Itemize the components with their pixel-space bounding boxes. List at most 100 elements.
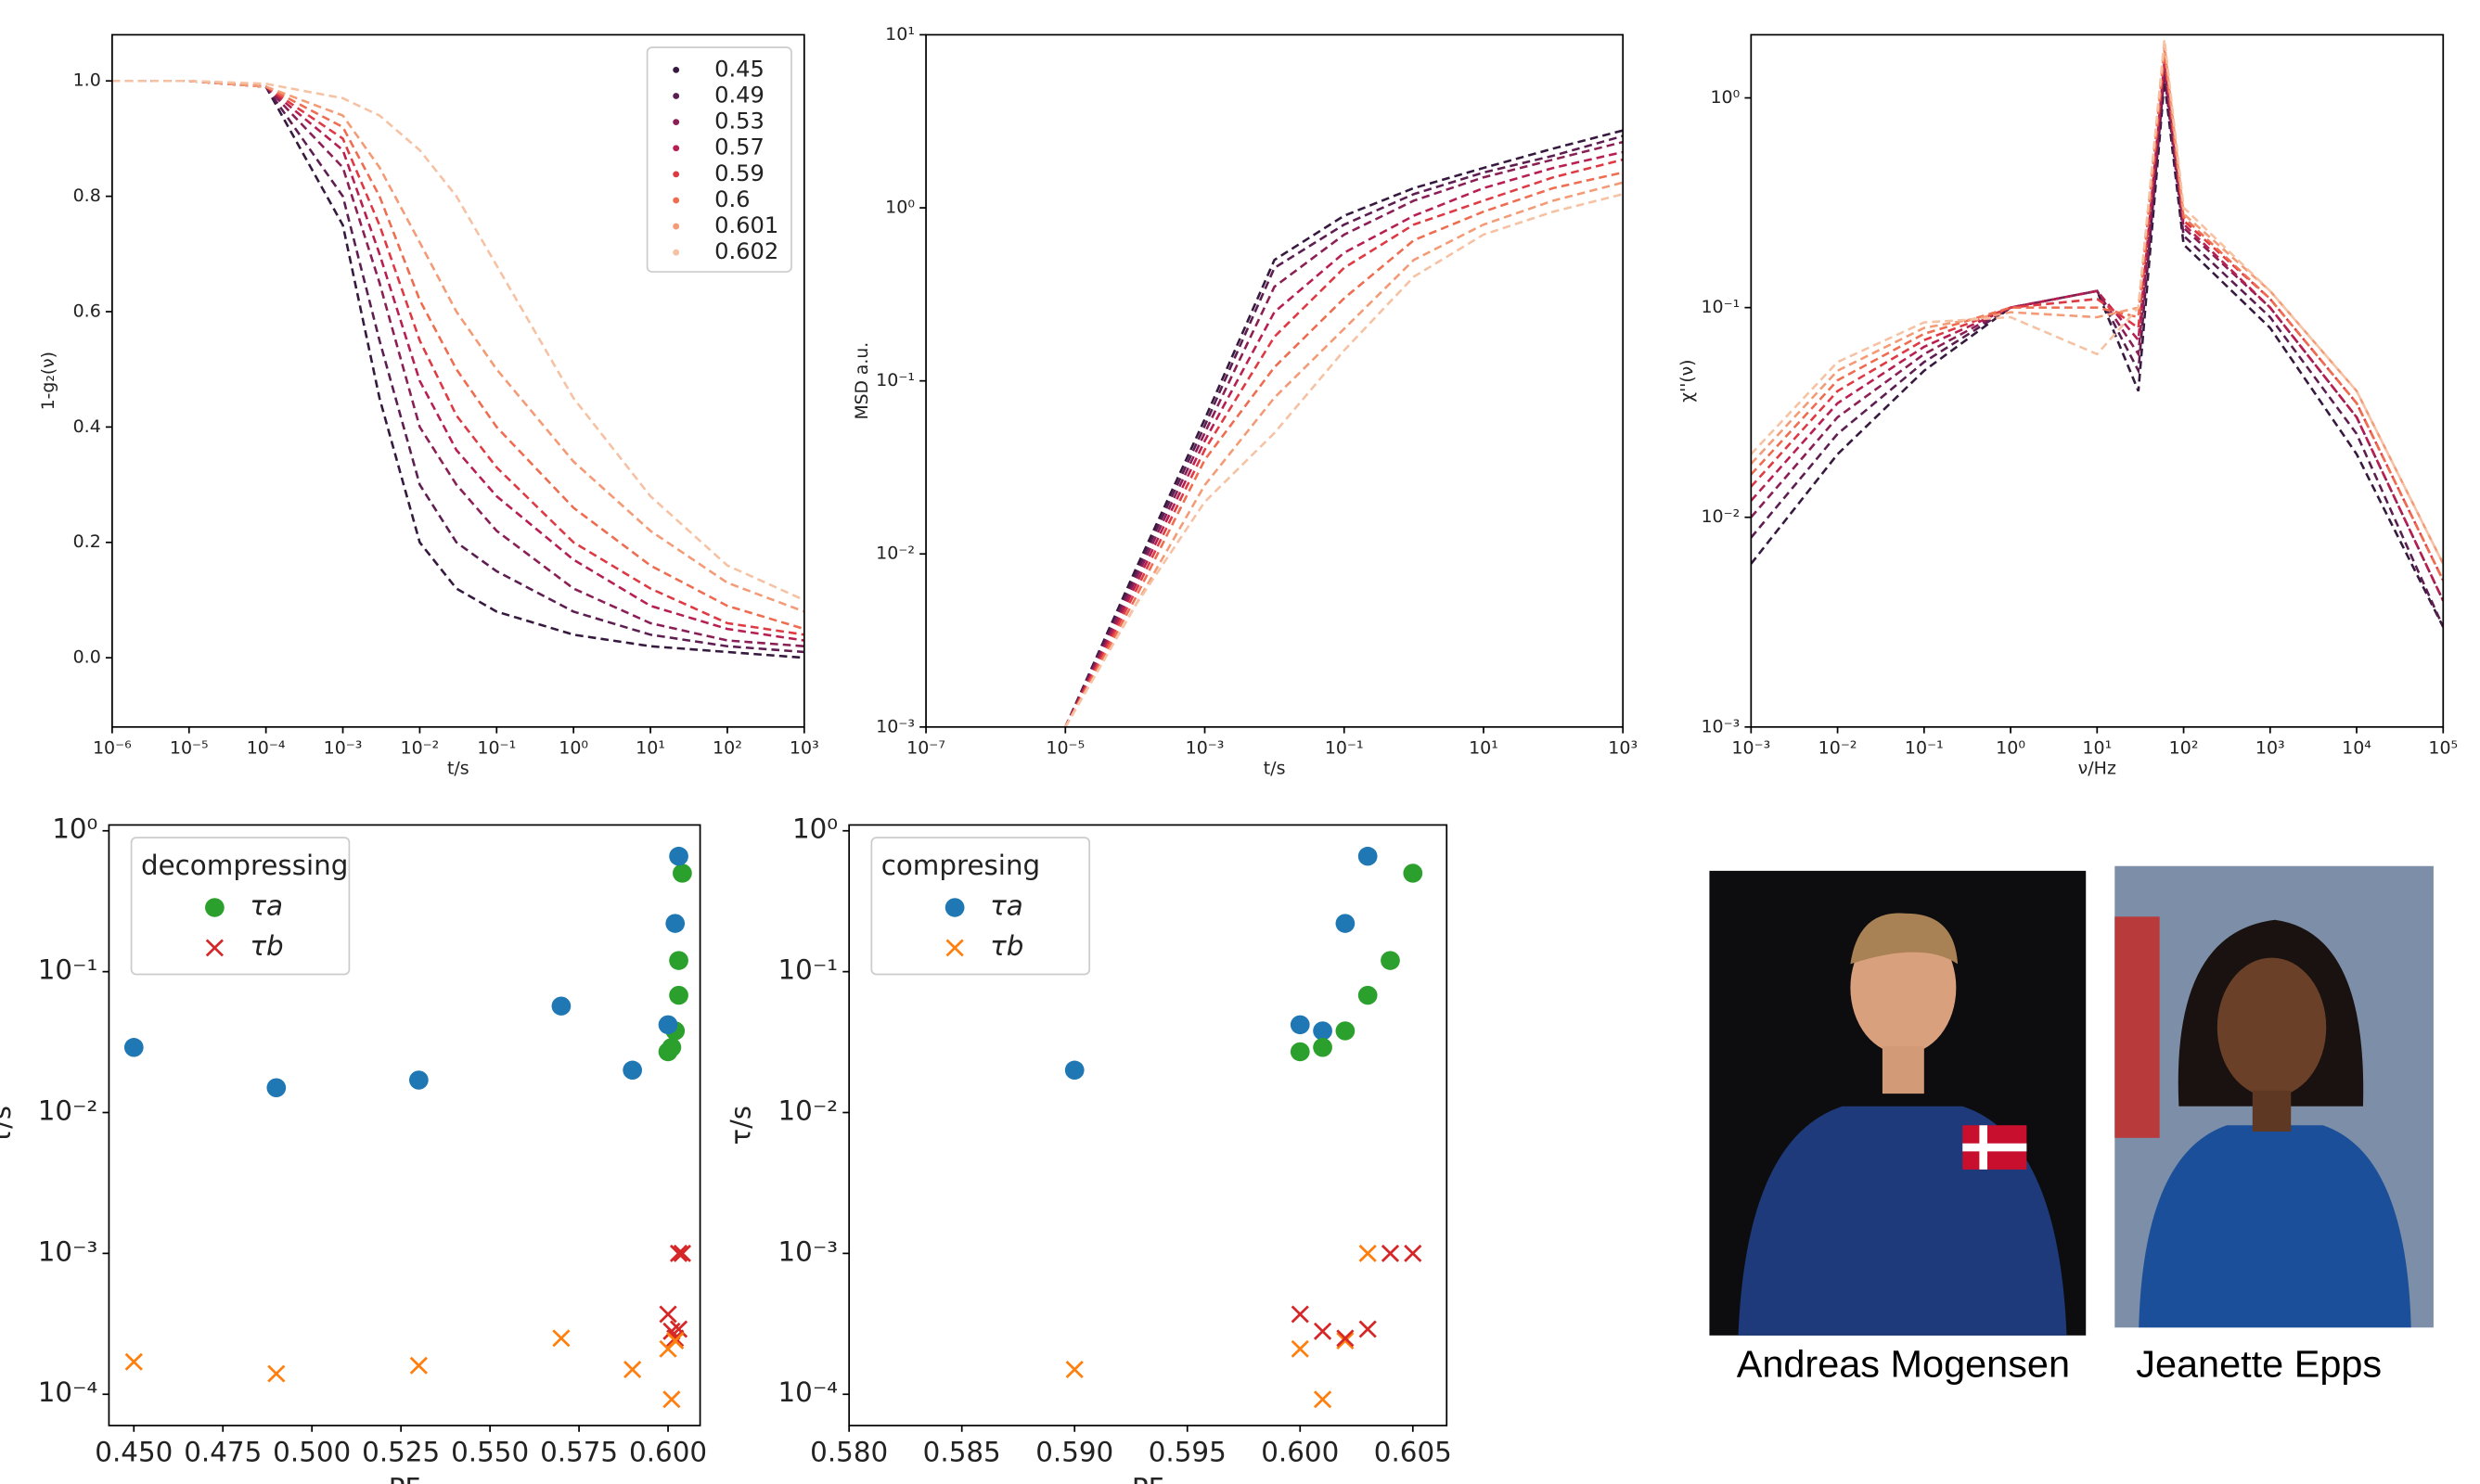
photo-caption: Andreas Mogensen [1737, 1343, 2070, 1386]
data-point [673, 1244, 692, 1262]
x-tick-label: 0.600 [1261, 1437, 1339, 1468]
x-tick-label: 10⁰ [559, 738, 588, 759]
plot-frame [925, 33, 1625, 728]
y-tick-label: 10⁰ [885, 198, 915, 218]
x-tick-label: 10² [2169, 738, 2199, 759]
y-tick-label: 0.0 [73, 647, 101, 668]
y-tick-label: 10⁻³ [1701, 716, 1740, 736]
y-axis-label: MSD a.u. [852, 342, 872, 420]
data-line [1064, 171, 1624, 727]
y-axis-label: χ''(ν) [1677, 360, 1697, 403]
x-tick-label: 10⁵ [2428, 738, 2458, 759]
chart: 10⁻³ 10⁻² 10⁻¹ 10⁰ 10¹ 10² 10³ 10⁴ 10⁵ 10⁻³ 10⁻² 10… [1677, 33, 2458, 778]
data-point [669, 985, 688, 1005]
data-line [1064, 193, 1624, 727]
data-point [666, 1329, 685, 1348]
legend-label: τa [250, 890, 283, 922]
legend-marker [673, 119, 680, 126]
data-point [669, 1244, 688, 1262]
legend-label: τa [990, 890, 1023, 922]
x-tick-label: 0.575 [540, 1437, 618, 1468]
photo [1709, 870, 2087, 1336]
data-point [408, 1070, 429, 1090]
x-tick-label: 10³ [1608, 738, 1638, 759]
legend: compresing τa τb [870, 837, 1091, 976]
y-tick-label: 0.2 [73, 531, 101, 552]
data-point [123, 1038, 144, 1057]
x-tick-label: 10⁻³ [1731, 738, 1770, 759]
y-tick-label: 10⁻¹ [38, 954, 98, 986]
x-tick-label: 0.525 [362, 1437, 440, 1468]
x-axis-label: PF [1132, 1473, 1164, 1484]
plot-frame [111, 33, 805, 728]
x-tick-label: 10³ [790, 738, 819, 759]
data-point [1358, 1244, 1377, 1262]
x-tick-label: 10⁻³ [324, 738, 363, 759]
data-line [1751, 73, 2444, 628]
x-tick-label: 0.500 [273, 1437, 351, 1468]
data-line [1064, 129, 1624, 727]
y-tick-label: 0.6 [73, 301, 101, 322]
y-tick-label: 10¹ [885, 24, 915, 45]
x-tick-label: 10⁻¹ [1905, 738, 1944, 759]
legend-marker [673, 197, 680, 204]
y-tick-label: 10⁻⁴ [777, 1376, 838, 1408]
plot-area [1064, 846, 1423, 1409]
data-point [1065, 1361, 1084, 1378]
legend-label: τb [990, 930, 1023, 962]
data-point [1290, 1015, 1310, 1035]
data-line [1751, 60, 2444, 602]
plot-area [111, 79, 804, 659]
y-tick-label: 10⁰ [1710, 87, 1740, 108]
data-point [1335, 914, 1356, 933]
legend-marker [205, 939, 224, 957]
legend-marker [673, 145, 680, 152]
legend-box [130, 837, 351, 976]
data-line [1751, 44, 2444, 565]
x-tick-label: 10⁰ [1996, 738, 2025, 759]
x-tick-label: 10⁻² [1818, 738, 1857, 759]
data-line [1064, 158, 1624, 727]
x-tick-label: 10⁻³ [1186, 738, 1225, 759]
legend: decompressing τa τb [130, 837, 351, 976]
data-point [1313, 1390, 1332, 1409]
legend-marker [673, 93, 680, 99]
x-tick-label: 10⁻⁶ [93, 738, 132, 759]
data-point [673, 864, 692, 883]
plot-area [1064, 129, 1624, 727]
legend-marker [673, 171, 680, 178]
plot-area [123, 846, 692, 1409]
data-point [1381, 951, 1400, 970]
x-tick-label: 0.600 [629, 1437, 707, 1468]
data-point [1357, 846, 1378, 866]
chart: 10⁻⁶ 10⁻⁵ 10⁻⁴ 10⁻³ 10⁻² 10⁻¹ 10⁰ 10¹ 10² 10³ 0.0 0… [38, 33, 819, 778]
data-point [1403, 864, 1423, 883]
x-tick-label: 10¹ [1469, 738, 1498, 759]
data-line [1751, 49, 2444, 582]
legend-title: decompressing [141, 850, 348, 881]
legend-box [870, 837, 1091, 976]
x-tick-label: 0.580 [810, 1437, 888, 1468]
y-tick-label: 10⁻² [777, 1095, 838, 1127]
data-point [623, 1361, 642, 1378]
y-tick-label: 0.8 [73, 186, 101, 206]
chart: 10⁻⁷ 10⁻⁵ 10⁻³ 10⁻¹ 10¹ 10³ 10⁻³ 10⁻² 10⁻¹ 10⁰ 10¹… [852, 24, 1638, 778]
data-point [662, 1390, 681, 1409]
legend-label: 0.53 [714, 109, 765, 134]
x-tick-label: 10⁻¹ [477, 738, 516, 759]
x-tick-label: 0.585 [923, 1437, 1001, 1468]
data-point [1358, 1320, 1377, 1338]
data-point [669, 846, 688, 866]
legend-box [646, 46, 792, 273]
data-point [1313, 1021, 1332, 1041]
data-point [1313, 1038, 1332, 1057]
data-point [1357, 985, 1378, 1005]
legend-label: 0.45 [714, 56, 765, 82]
legend-marker [945, 939, 964, 957]
plot-frame [848, 824, 1448, 1426]
photo [2114, 865, 2434, 1328]
data-point [1291, 1339, 1309, 1358]
y-tick-label: 10⁻³ [38, 1236, 98, 1268]
x-tick-label: 10⁻⁵ [1046, 738, 1085, 759]
